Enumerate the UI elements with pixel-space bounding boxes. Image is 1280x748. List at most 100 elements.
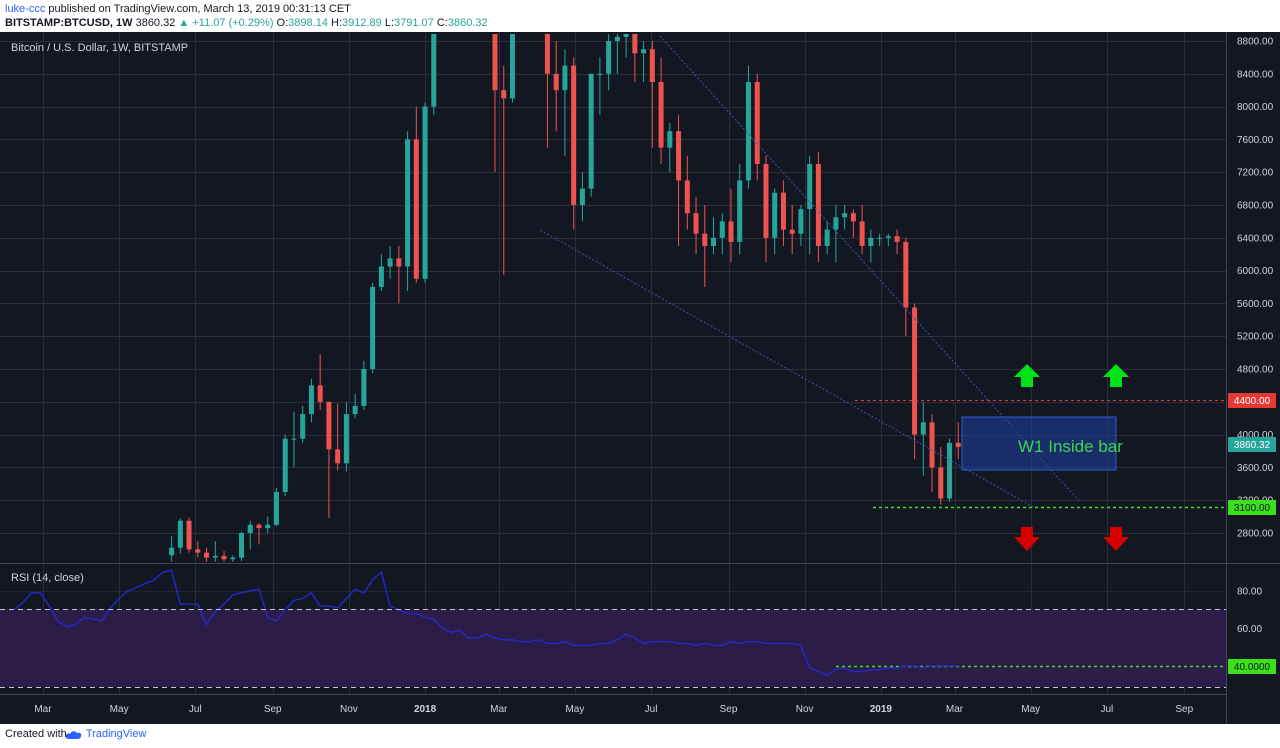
- inside-bar-label: W1 Inside bar: [1018, 437, 1123, 456]
- time-tick-label: Sep: [264, 704, 282, 715]
- arrow-up-1-icon: [1014, 364, 1040, 387]
- rsi-pane-title: RSI (14, close): [11, 572, 84, 584]
- candle: [684, 155, 690, 230]
- price-tick-label: 3600.00: [1237, 463, 1274, 474]
- candle: [623, 34, 629, 58]
- candle: [544, 34, 550, 148]
- candle: [614, 34, 620, 74]
- time-tick-label: Jul: [1100, 704, 1113, 715]
- candle: [763, 155, 769, 263]
- candle: [431, 34, 437, 115]
- candle: [676, 114, 682, 246]
- time-axis[interactable]: Mar May Jul Sep Nov 2018 Mar May Jul Sep Nov 2019 Ma…: [34, 704, 1193, 715]
- candle: [308, 378, 314, 423]
- candle: [947, 438, 953, 502]
- time-tick-label: Jul: [189, 704, 202, 715]
- upper-trendline: [659, 35, 1081, 503]
- candle: [894, 229, 900, 255]
- tradingview-logo[interactable]: TradingView: [65, 728, 146, 740]
- rsi-tick-label: 60.00: [1237, 624, 1262, 635]
- candle: [256, 523, 262, 545]
- candle: [204, 547, 210, 562]
- candle: [597, 57, 603, 115]
- tradingview-cloud-icon: [65, 731, 82, 740]
- trendlines: [539, 35, 1081, 509]
- candle: [667, 123, 673, 173]
- inside-bar-box: [961, 416, 1117, 471]
- candle: [798, 205, 804, 246]
- candle: [230, 555, 236, 562]
- ohlc-line: BITSTAMP:BTCUSD, 1W 3860.32 ▲ +11.07 (+0…: [5, 17, 488, 29]
- candle: [282, 434, 288, 497]
- candle: [247, 520, 253, 550]
- time-tick-label: Jul: [645, 704, 658, 715]
- price-tick-label: 7600.00: [1237, 135, 1274, 146]
- price-tick-label: 8000.00: [1237, 102, 1274, 113]
- low-value: 3791.07: [394, 17, 434, 29]
- high-label: H:: [331, 17, 342, 29]
- candle: [641, 41, 647, 82]
- candle: [789, 205, 795, 255]
- open-value: 3898.14: [288, 17, 328, 29]
- symbol-label: BITSTAMP:BTCUSD, 1W: [5, 17, 133, 29]
- candle: [239, 531, 245, 561]
- candle: [955, 422, 961, 460]
- candle: [177, 518, 183, 554]
- rsi-axis[interactable]: 60.00 80.00: [1237, 587, 1262, 636]
- candle: [807, 155, 813, 255]
- candle: [772, 188, 778, 255]
- candle: [169, 536, 175, 562]
- candle: [920, 401, 926, 476]
- publish-line: luke-ccc published on TradingView.com, M…: [5, 3, 351, 15]
- candle: [737, 164, 743, 255]
- candle: [562, 49, 568, 156]
- candle: [728, 188, 734, 263]
- chart-canvas[interactable]: W1 Inside bar 2800.003200.003600.004000.…: [0, 32, 1280, 724]
- price-tick-label: 8400.00: [1237, 69, 1274, 80]
- candle: [850, 209, 856, 238]
- candle: [501, 65, 507, 275]
- author-link[interactable]: luke-ccc: [5, 3, 46, 15]
- price-tick-label: 6400.00: [1237, 233, 1274, 244]
- candle: [273, 487, 279, 527]
- rsi-tick-label: 80.00: [1237, 587, 1262, 598]
- candle: [317, 354, 323, 410]
- candle: [754, 73, 760, 181]
- candle: [361, 360, 367, 410]
- candle: [632, 34, 638, 82]
- time-tick-label: 2019: [870, 704, 893, 715]
- time-tick-label: May: [110, 704, 129, 715]
- candle: [912, 303, 918, 460]
- time-tick-label: Sep: [720, 704, 738, 715]
- price-tick-label: 4800.00: [1237, 365, 1274, 376]
- candlestick-series: [169, 34, 961, 562]
- publish-info: published on TradingView.com, March 13, …: [48, 3, 351, 15]
- time-tick-label: Mar: [34, 704, 52, 715]
- price-label-rsi-level: 40.0000: [1228, 659, 1276, 674]
- arrow-up-2-icon: [1103, 364, 1129, 387]
- lower-trendline: [539, 229, 1036, 509]
- candle: [780, 180, 786, 246]
- candle: [579, 172, 585, 222]
- price-tick-label: 5200.00: [1237, 332, 1274, 343]
- arrow-down-1-icon: [1014, 527, 1040, 551]
- candle: [370, 282, 376, 374]
- candle: [693, 196, 699, 255]
- price-tick-label: 7200.00: [1237, 168, 1274, 179]
- main-pane-title: Bitcoin / U.S. Dollar, 1W, BITSTAMP: [11, 42, 188, 54]
- time-tick-label: Mar: [946, 704, 964, 715]
- price-label-resistance: 4400.00: [1228, 393, 1276, 408]
- low-label: L:: [384, 17, 395, 29]
- candle: [745, 65, 751, 189]
- price-label-last: 3860.32: [1228, 437, 1276, 452]
- candle: [606, 34, 612, 91]
- candle: [422, 102, 428, 283]
- arrow-down-2-icon: [1103, 527, 1129, 551]
- candle: [413, 106, 419, 283]
- candle: [186, 517, 192, 553]
- grid-lines: [0, 32, 1226, 694]
- price-tick-label: 5600.00: [1237, 299, 1274, 310]
- candle: [711, 217, 717, 255]
- svg-text:3100.00: 3100.00: [1234, 503, 1271, 514]
- candle: [221, 551, 227, 562]
